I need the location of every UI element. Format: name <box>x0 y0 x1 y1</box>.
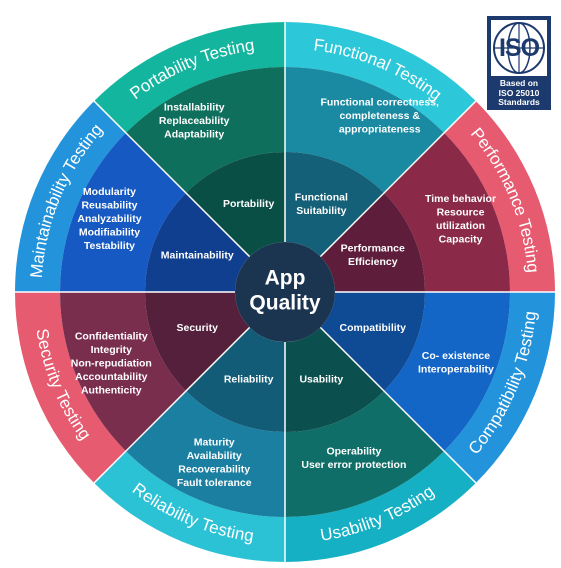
inner-sector-compatibility <box>320 292 425 391</box>
segment-usability <box>285 327 476 562</box>
middle-sector-maintainability <box>60 132 187 292</box>
middle-text-reliability: Maturity <box>194 436 235 448</box>
outer-band-reliability <box>94 451 285 562</box>
iso-caption-line: ISO 25010 <box>498 87 540 98</box>
middle-sector-performance <box>383 132 510 292</box>
middle-text-maintainability: Analyzability <box>77 213 141 225</box>
outer-band-portability <box>94 21 285 133</box>
segment-functional <box>285 22 476 257</box>
middle-text-maintainability: Testability <box>84 240 135 252</box>
middle-text-security: Accountability <box>75 371 148 383</box>
iso-caption-line: Standards <box>498 97 540 107</box>
middle-text-reliability: Recoverability <box>178 463 250 475</box>
globe-icon <box>493 22 545 74</box>
outer-band-performance <box>444 101 555 292</box>
middle-text-security: Authenticity <box>81 385 142 397</box>
inner-text-reliability: Reliability <box>224 374 274 386</box>
middle-text-security: Integrity <box>91 344 133 356</box>
inner-text-security: Security <box>177 322 219 334</box>
inner-text-usability: Usability <box>299 374 343 386</box>
middle-text-security: Non-repudiation <box>71 358 152 370</box>
outer-band-compatibility <box>444 292 555 483</box>
middle-sector-functional <box>285 67 445 194</box>
inner-text-compatibility: Compatibility <box>340 322 407 334</box>
divider-line <box>319 326 477 484</box>
segment-maintainability <box>15 101 250 292</box>
segment-compatibility <box>320 292 555 483</box>
outer-band-usability <box>285 451 476 562</box>
middle-text-portability: Replaceability <box>159 115 230 127</box>
middle-text-performance: Time behavior <box>425 193 496 205</box>
middle-text-compatibility: Co- existence <box>422 350 490 362</box>
divider-line <box>319 100 477 258</box>
middle-text-portability: Installability <box>164 101 225 113</box>
inner-sector-functional <box>285 152 384 257</box>
segment-performance <box>320 101 555 292</box>
inner-text-functional: Functional <box>295 191 348 203</box>
inner-text-portability: Portability <box>223 198 275 210</box>
inner-text-performance: Efficiency <box>348 256 398 268</box>
iso-caption-line: Based on <box>499 78 539 88</box>
inner-sector-reliability <box>186 327 285 432</box>
middle-text-usability: User error protection <box>301 459 406 471</box>
middle-sector-compatibility <box>383 292 510 452</box>
middle-sector-reliability <box>125 390 285 517</box>
middle-text-functional: Functional correctness, <box>320 97 439 109</box>
middle-text-portability: Adaptability <box>164 128 224 140</box>
inner-sector-performance <box>320 193 425 292</box>
outer-band-maintainability <box>15 101 126 292</box>
middle-text-compatibility: Interoperability <box>418 363 494 375</box>
inner-sector-usability <box>285 327 384 432</box>
middle-text-maintainability: Modifiability <box>79 227 140 239</box>
middle-text-maintainability: Reusability <box>81 200 137 212</box>
divider-line <box>93 100 251 258</box>
segment-portability <box>94 21 285 257</box>
outer-band-functional <box>285 22 476 133</box>
divider-line <box>93 326 251 484</box>
middle-text-functional: completeness & <box>339 110 420 122</box>
center-title-line2: Quality <box>249 292 321 315</box>
iso-logo: ISO <box>491 20 547 76</box>
iso-caption: Based on ISO 25010 Standards <box>487 78 551 108</box>
middle-text-reliability: Availability <box>187 450 242 462</box>
inner-text-maintainability: Maintainability <box>161 249 234 261</box>
segment-security <box>15 292 250 483</box>
inner-sector-portability <box>186 152 285 257</box>
center-hub <box>235 242 335 342</box>
middle-text-reliability: Fault tolerance <box>177 477 252 489</box>
outer-band-security <box>15 292 126 483</box>
inner-sector-maintainability <box>145 193 250 292</box>
iso-logo-text: ISO <box>498 34 540 62</box>
middle-sector-security <box>60 292 187 452</box>
inner-text-performance: Performance <box>341 243 405 255</box>
inner-sector-security <box>145 292 250 391</box>
iso-badge: ISO Based on ISO 25010 Standards <box>487 16 551 110</box>
middle-sector-usability <box>285 390 445 517</box>
middle-text-usability: Operability <box>326 445 381 457</box>
inner-text-functional: Suitability <box>296 205 346 217</box>
center-title-line1: App <box>265 267 306 290</box>
middle-text-maintainability: Modularity <box>83 186 136 198</box>
middle-sector-portability <box>125 67 285 194</box>
segment-reliability <box>94 327 285 562</box>
middle-text-performance: utilization <box>436 220 485 232</box>
middle-text-functional: appropriateness <box>339 124 421 136</box>
middle-text-performance: Capacity <box>439 233 483 245</box>
middle-text-performance: Resource <box>437 206 485 218</box>
middle-text-security: Confidentiality <box>75 331 148 343</box>
